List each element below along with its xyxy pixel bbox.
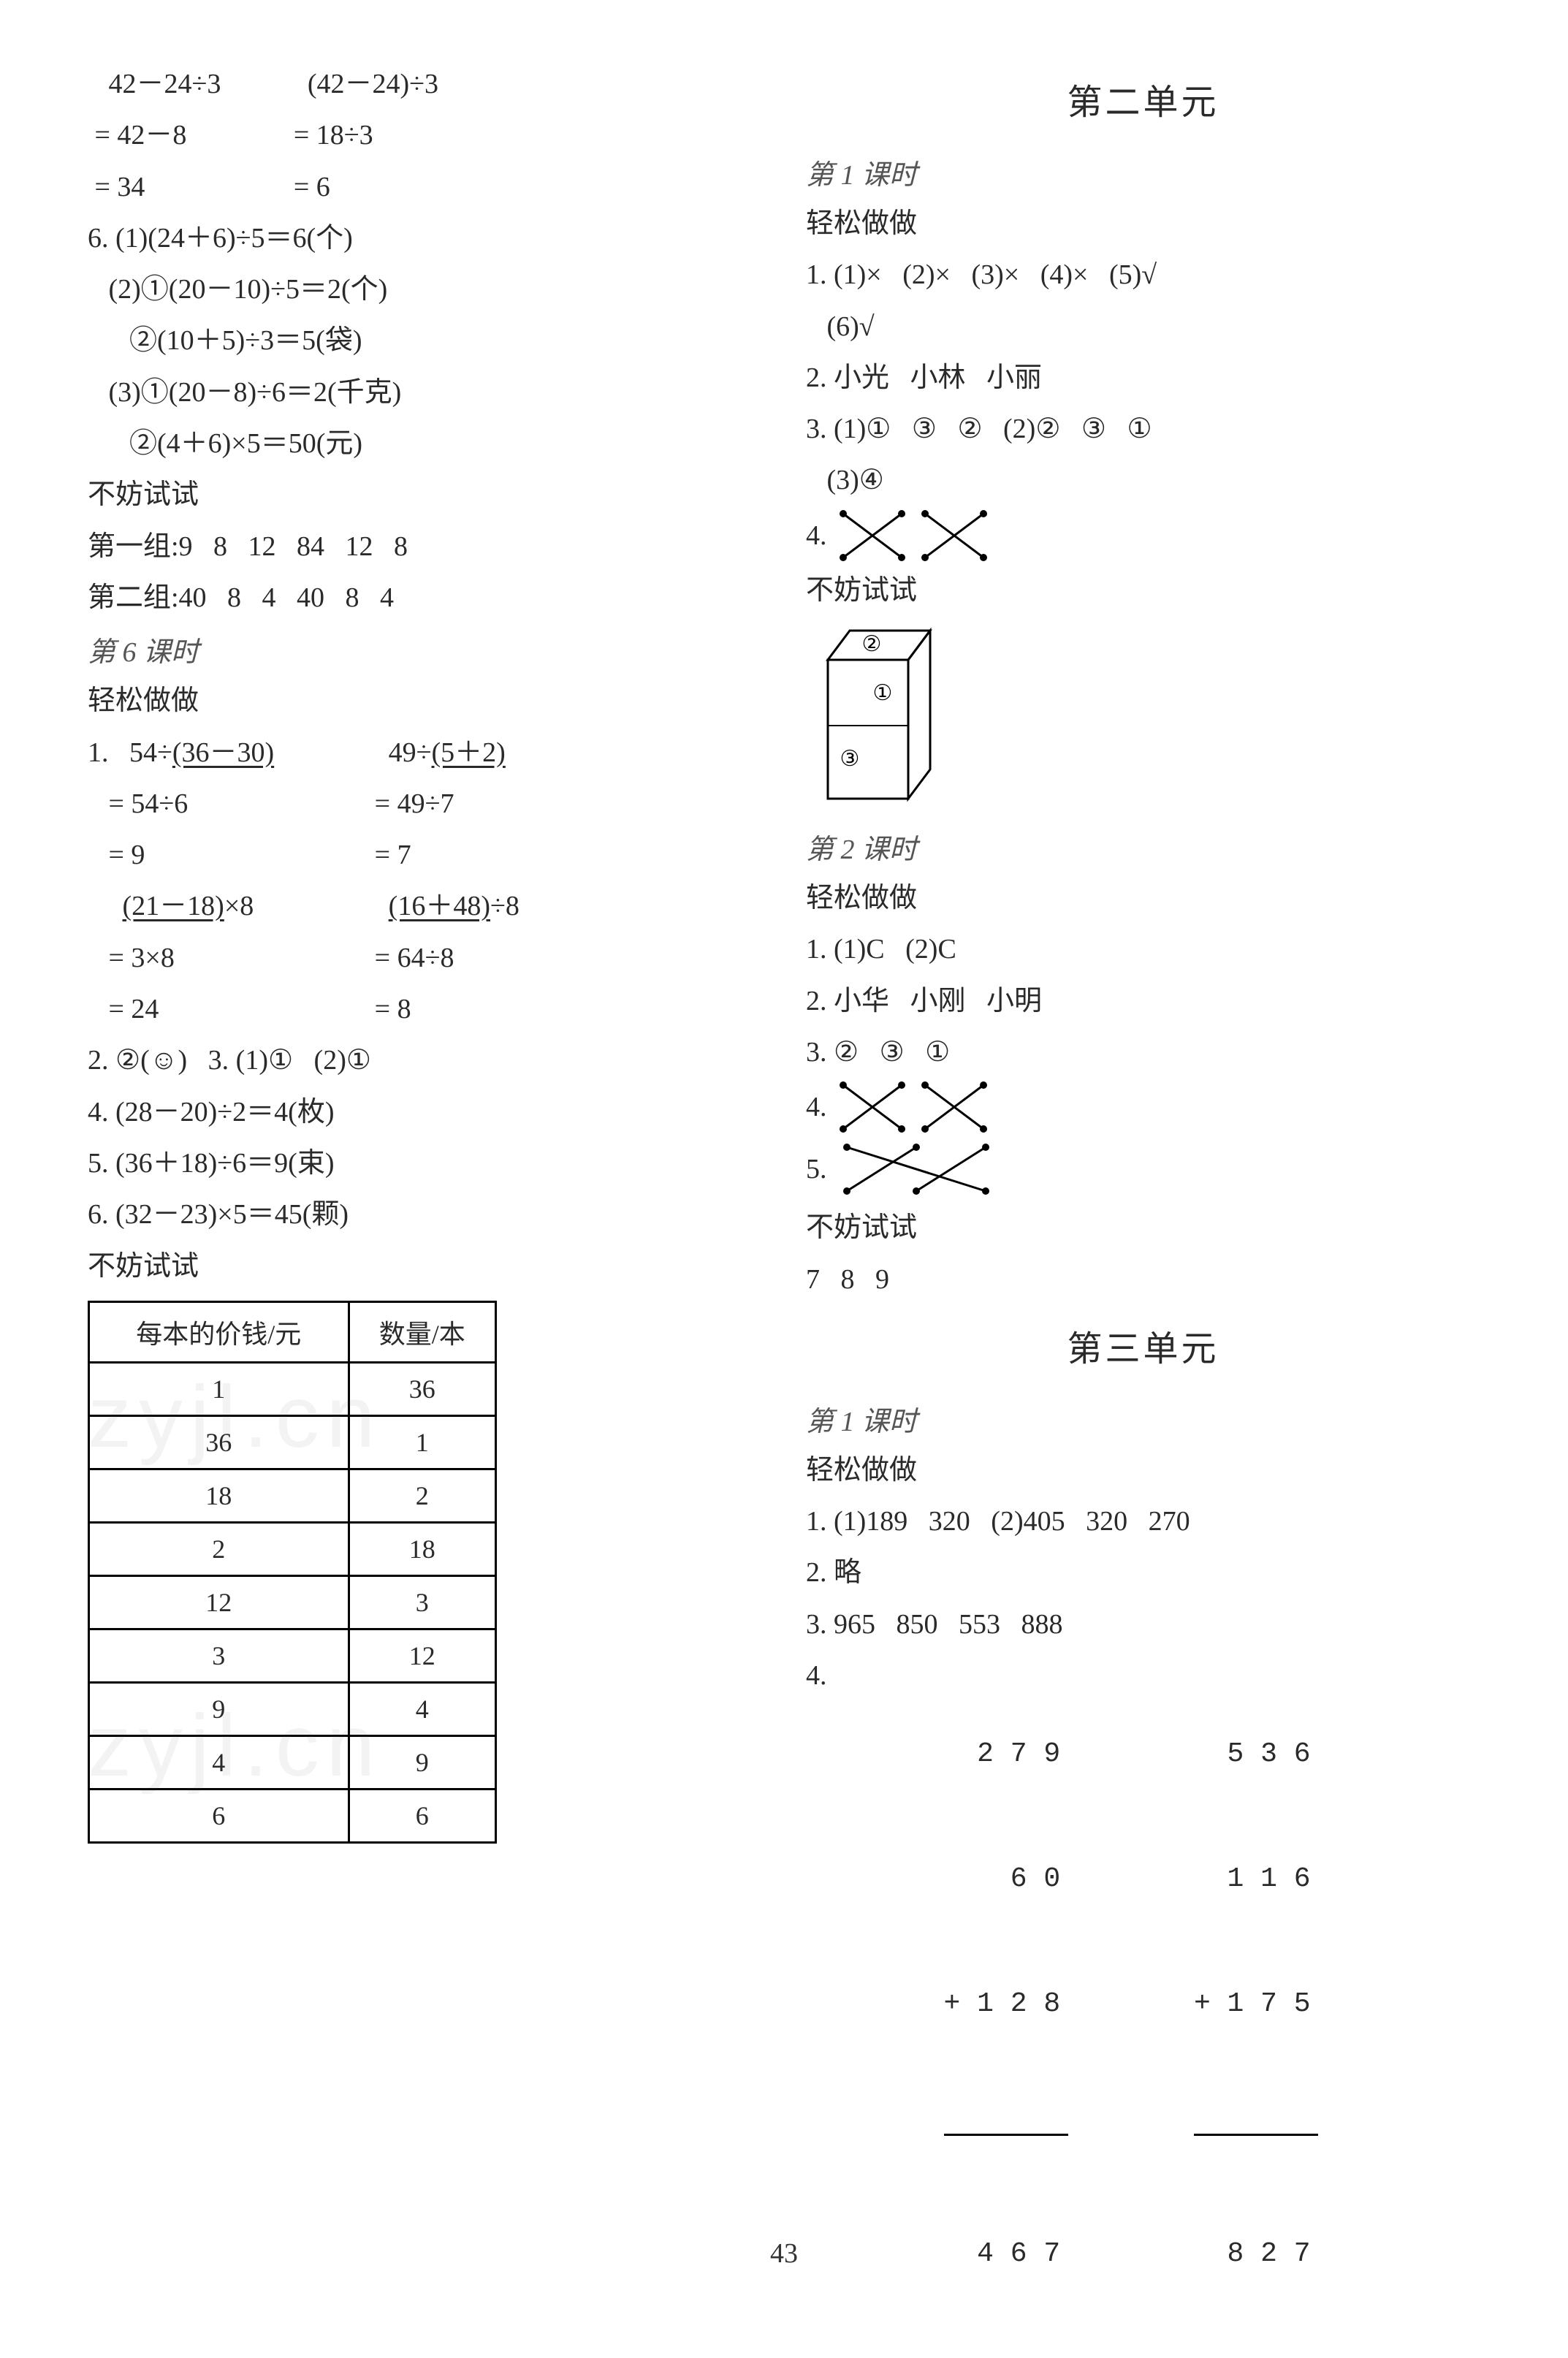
page-columns: 42－24÷3 = 42－8 = 34 (42－24)÷3 = 18÷3 = 6…	[88, 58, 1480, 2358]
q1-line: = 8	[340, 984, 520, 1035]
calc-block-1: 42－24÷3 = 42－8 = 34 (42－24)÷3 = 18÷3 = 6	[88, 58, 762, 213]
table-row: 94	[89, 1682, 496, 1735]
q1-line: 49÷(5＋2)	[340, 727, 520, 778]
try-label-2: 不妨试试	[88, 1241, 762, 1292]
table-row: 182	[89, 1469, 496, 1522]
u3q2: 2. 略	[806, 1547, 1480, 1598]
q4-line: 4. (28－20)÷2＝4(枚)	[88, 1087, 762, 1138]
q1-line: = 7	[340, 829, 520, 881]
easy-label: 轻松做做	[88, 675, 762, 726]
u2q1: 1. (1)× (2)× (3)× (4)× (5)√	[806, 249, 1480, 300]
u2l2q3: 3. ② ③ ①	[806, 1027, 1480, 1078]
sum-line-icon	[1194, 2134, 1318, 2136]
q1-line: = 64÷8	[340, 932, 520, 984]
cuboid-diagram: ② ① ③	[821, 623, 945, 813]
q6b-line: 6. (32－23)×5＝45(颗)	[88, 1189, 762, 1240]
x-cross-icon	[918, 1078, 991, 1136]
u2q2: 2. 小光 小林 小丽	[806, 352, 1480, 403]
calc-line: = 6	[286, 161, 438, 213]
x-cross-icon	[836, 506, 909, 565]
q1-line: (16＋48)÷8	[340, 881, 520, 932]
u2l2q2: 2. 小华 小刚 小明	[806, 975, 1480, 1027]
table-row: 123	[89, 1575, 496, 1629]
col-header-qty: 数量/本	[349, 1301, 495, 1362]
u3q1: 1. (1)189 320 (2)405 320 270	[806, 1496, 1480, 1547]
q6-line: (3)①(20－8)÷6＝2(千克)	[88, 367, 762, 418]
lesson-6-heading: 第 6 课时	[88, 623, 762, 675]
table-row: 361	[89, 1415, 496, 1469]
u2l2q4-row: 4.	[806, 1078, 1480, 1136]
easy-label: 轻松做做	[806, 198, 1480, 249]
q6-line: ②(10＋5)÷3＝5(袋)	[88, 315, 762, 366]
try-label: 不妨试试	[806, 565, 1480, 616]
x-cross-icon	[836, 1078, 909, 1136]
q1-line: = 49÷7	[340, 778, 520, 829]
q1-line: = 24	[88, 984, 274, 1035]
u2q4-label: 4.	[806, 510, 827, 561]
table-row: 49	[89, 1735, 496, 1789]
col-header-price: 每本的价钱/元	[89, 1301, 349, 1362]
table-row: 218	[89, 1522, 496, 1575]
easy-label: 轻松做做	[806, 1445, 1480, 1496]
u3q4-label: 4.	[806, 1650, 827, 1701]
u2q4-row: 4.	[806, 506, 1480, 565]
unit-3-title: 第三单元	[806, 1305, 1480, 1393]
q1-line: = 9	[88, 829, 274, 881]
right-column: 第二单元 第 1 课时 轻松做做 1. (1)× (2)× (3)× (4)× …	[806, 58, 1480, 2358]
sum-line-icon	[944, 2134, 1068, 2136]
q6-line: ②(4＋6)×5＝50(元)	[88, 418, 762, 469]
calc-line: 42－24÷3	[88, 58, 221, 110]
page-number: 43	[0, 2237, 1568, 2270]
try-label: 不妨试试	[806, 1202, 1480, 1253]
q5-line: 5. (36＋18)÷6＝9(束)	[88, 1138, 762, 1189]
u2l2-try-answers: 7 8 9	[806, 1254, 1480, 1305]
u2q3b: (3)④	[806, 455, 1480, 506]
try-label: 不妨试试	[88, 469, 762, 520]
u2q3: 3. (1)① ③ ② (2)② ③ ①	[806, 403, 1480, 455]
u2l2q5-row: 5.	[806, 1136, 1480, 1202]
u3-lesson-1-heading: 第 1 课时	[806, 1393, 1480, 1445]
lesson-1-heading: 第 1 课时	[806, 146, 1480, 198]
group2: 第二组:40 8 4 40 8 4	[88, 572, 762, 623]
table-header-row: 每本的价钱/元 数量/本	[89, 1301, 496, 1362]
calc-line: (42－24)÷3	[286, 58, 438, 110]
q6-line: 6. (1)(24＋6)÷5＝6(个)	[88, 213, 762, 264]
calc-line: = 34	[88, 161, 221, 213]
match-lines-icon	[836, 1136, 997, 1202]
q6-line: (2)①(20－10)÷5＝2(个)	[88, 264, 762, 315]
cuboid-side-label: ①	[873, 681, 893, 705]
calc-line: = 42－8	[88, 110, 221, 161]
u2q1b: (6)√	[806, 301, 1480, 352]
x-cross-icon	[918, 506, 991, 565]
cuboid-front-label: ③	[840, 747, 860, 771]
table-row: 312	[89, 1629, 496, 1682]
u2l2q4-label: 4.	[806, 1081, 827, 1133]
u3q3: 3. 965 850 553 888	[806, 1599, 1480, 1650]
q1-line: (21－18)×8	[88, 881, 274, 932]
easy-label: 轻松做做	[806, 872, 1480, 924]
calc-line: = 18÷3	[286, 110, 438, 161]
left-column: 42－24÷3 = 42－8 = 34 (42－24)÷3 = 18÷3 = 6…	[88, 58, 762, 2358]
table-row: 66	[89, 1789, 496, 1842]
q1-line: 1. 54÷(36－30)	[88, 727, 274, 778]
q1-block: 1. 54÷(36－30) = 54÷6 = 9 (21－18)×8 = 3×8…	[88, 727, 762, 1035]
table-row: 136	[89, 1362, 496, 1415]
u2l2q1: 1. (1)C (2)C	[806, 924, 1480, 975]
unit-2-title: 第二单元	[806, 58, 1480, 146]
group1: 第一组:9 8 12 84 12 8	[88, 521, 762, 572]
q1-line: = 54÷6	[88, 778, 274, 829]
q2-line: 2. ②(☺) 3. (1)① (2)①	[88, 1035, 762, 1086]
u2l2q5-label: 5.	[806, 1144, 827, 1195]
q1-line: = 3×8	[88, 932, 274, 984]
lesson-2-heading: 第 2 课时	[806, 821, 1480, 872]
cuboid-top-label: ②	[862, 632, 882, 656]
price-qty-table: 每本的价钱/元 数量/本 136 361 182 218 123 312 94 …	[88, 1301, 497, 1844]
